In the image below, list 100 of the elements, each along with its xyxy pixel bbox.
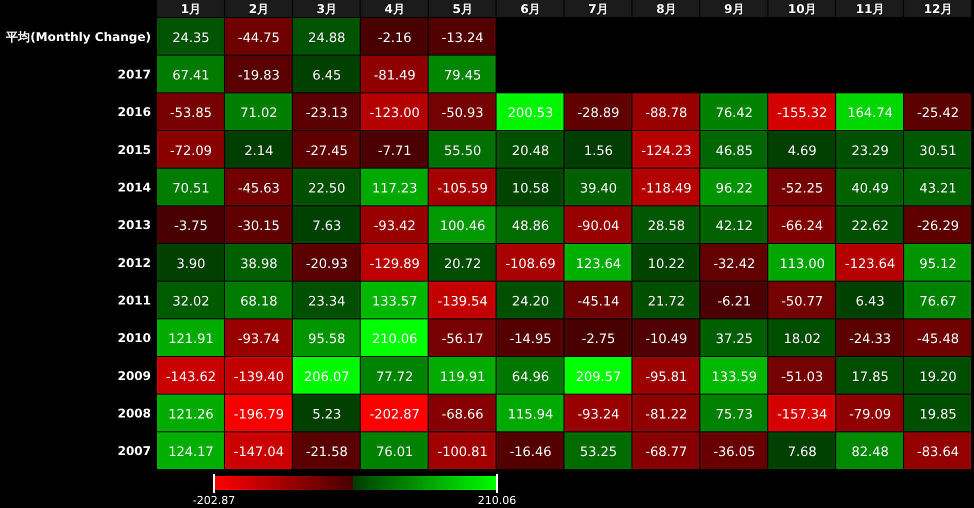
data-label: 19.85	[919, 408, 957, 422]
data-label: -118.49	[641, 182, 692, 196]
data-label: -95.81	[645, 370, 688, 385]
data-label: -19.83	[238, 68, 280, 84]
data-label: 76.42	[716, 106, 753, 122]
data-label: 70.51	[172, 182, 210, 196]
data-label: -32.42	[713, 256, 756, 272]
data-label: -26.29	[917, 219, 960, 234]
y-tick-label: 2008	[118, 406, 151, 420]
data-label: 21.72	[648, 294, 685, 310]
data-label: 19.20	[919, 370, 957, 385]
data-label: -53.85	[170, 106, 212, 122]
y-tick-label: 2007	[118, 444, 151, 458]
y-tick-label: 2014	[118, 180, 151, 194]
data-label: -155.32	[777, 106, 828, 122]
data-label: -44.75	[238, 30, 280, 46]
data-label: -13.24	[442, 30, 484, 46]
x-tick-label: 6月	[520, 2, 541, 16]
column-header: 5月	[428, 0, 496, 17]
data-label: 2.14	[244, 144, 274, 159]
data-label: -68.66	[442, 408, 484, 422]
data-label: 82.48	[852, 445, 889, 460]
column-header: 1月	[157, 0, 224, 17]
data-label: 46.85	[716, 144, 753, 159]
data-label: -83.64	[917, 445, 960, 460]
x-tick-label: 3月	[316, 2, 337, 16]
data-label: -27.45	[306, 144, 348, 159]
data-label: 17.85	[852, 370, 889, 385]
data-label: 5.23	[312, 408, 342, 422]
y-tick-label: 2012	[118, 256, 151, 270]
column-header: 4月	[360, 0, 428, 17]
data-label: -147.04	[234, 445, 284, 460]
data-label: 95.58	[308, 332, 346, 348]
data-label: 28.58	[648, 219, 685, 234]
colorbar: -202.87 210.06	[192, 474, 516, 507]
data-label: -10.49	[645, 332, 688, 348]
data-label: -196.79	[234, 408, 284, 422]
x-tick-label: 7月	[588, 2, 609, 16]
data-label: -88.78	[645, 106, 688, 122]
y-tick-label: 2015	[118, 142, 151, 157]
data-label: 119.91	[440, 370, 486, 385]
data-label: 24.35	[172, 30, 210, 46]
data-label: 10.22	[648, 256, 685, 272]
data-label: 133.59	[712, 370, 758, 385]
data-label: -66.24	[781, 219, 824, 234]
data-label: -129.89	[370, 256, 420, 272]
data-label: 206.07	[304, 370, 350, 385]
data-label: 24.88	[308, 30, 346, 46]
data-label: 6.43	[856, 294, 885, 310]
data-label: -45.14	[577, 294, 620, 310]
data-label: 32.02	[172, 294, 210, 310]
data-label: -157.34	[777, 408, 828, 422]
data-label: 4.69	[788, 144, 817, 159]
data-label: -6.21	[717, 294, 752, 310]
data-label: 48.86	[512, 219, 550, 234]
data-label: -123.00	[370, 106, 420, 122]
data-label: 6.45	[312, 68, 342, 84]
data-label: -3.75	[174, 219, 208, 234]
data-label: -7.71	[378, 144, 412, 159]
data-label: -93.24	[577, 408, 620, 422]
color-bar-label: 210.06	[478, 494, 516, 507]
data-label: 24.20	[512, 294, 550, 310]
data-label: 117.23	[372, 182, 418, 196]
data-label: -16.46	[510, 445, 552, 460]
data-label: 68.18	[240, 294, 278, 310]
data-label: 1.56	[584, 144, 613, 159]
data-label: 76.01	[376, 445, 414, 460]
data-label: 124.17	[168, 445, 214, 460]
x-tick-label: 9月	[724, 2, 744, 16]
data-label: 18.02	[784, 332, 821, 348]
data-label: -28.89	[577, 106, 620, 122]
data-label: -79.09	[849, 408, 892, 422]
x-tick-label: 8月	[656, 2, 677, 16]
data-label: -100.81	[438, 445, 488, 460]
data-label: -108.69	[505, 256, 556, 272]
data-label: 77.72	[376, 370, 414, 385]
data-label: 37.25	[716, 332, 753, 348]
data-label: 76.67	[919, 294, 957, 310]
data-label: -21.58	[306, 445, 348, 460]
data-label: -139.54	[438, 294, 488, 310]
y-tick-label: 2016	[118, 105, 151, 120]
y-tick-label: 平均(Monthly Change)	[5, 30, 151, 44]
data-label: 115.94	[508, 408, 554, 422]
y-tick-label: 2013	[118, 218, 151, 232]
data-label: 79.45	[444, 68, 482, 84]
data-label: 22.62	[852, 219, 889, 234]
data-label: 43.21	[919, 182, 957, 196]
x-tick-label: 1月	[180, 2, 202, 16]
data-label: -68.77	[645, 445, 688, 460]
data-label: 210.06	[372, 332, 418, 348]
data-label: 40.49	[852, 182, 889, 196]
data-label: 53.25	[580, 445, 618, 460]
data-label: -202.87	[370, 408, 420, 422]
data-label: 95.12	[919, 256, 957, 272]
data-label: -81.22	[645, 408, 688, 422]
x-tick-label: 10月	[788, 2, 817, 16]
x-tick-label: 5月	[452, 2, 473, 16]
data-label: 30.51	[919, 144, 957, 159]
data-label: 22.50	[308, 182, 346, 196]
data-label: 23.34	[308, 294, 346, 310]
